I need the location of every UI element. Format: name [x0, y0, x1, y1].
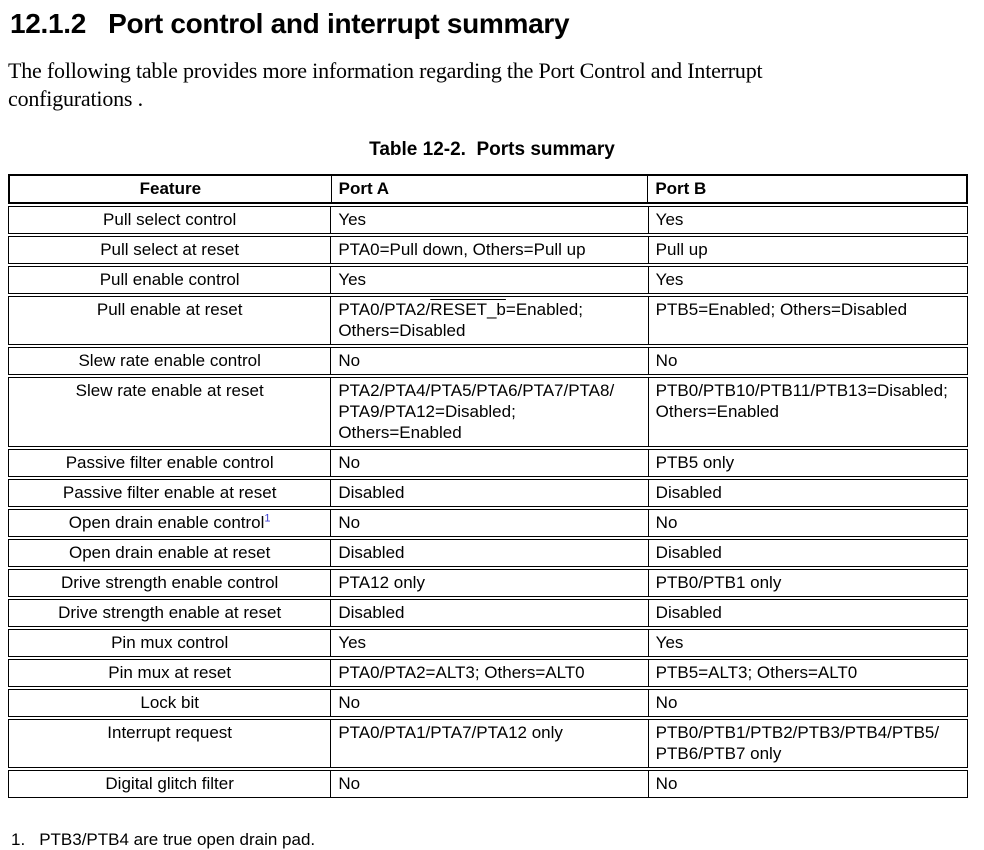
port-a-cell: PTA2/PTA4/PTA5/PTA6/PTA7/PTA8/ PTA9/PTA1…	[330, 378, 647, 446]
feature-cell: Pull enable at reset	[96, 300, 243, 319]
port-b-cell: Pull up	[647, 237, 967, 263]
table-row: Pin mux at reset PTA0/PTA2=ALT3; Others=…	[8, 659, 968, 687]
port-b-cell: Yes	[647, 207, 967, 233]
port-b-cell: No	[647, 348, 967, 374]
header-cell-port-b: Port B	[647, 176, 966, 202]
table-row: Pin mux control Yes Yes	[8, 629, 968, 657]
port-a-text: PTA0/PTA2/	[338, 300, 431, 319]
feature-cell: Interrupt request	[107, 723, 233, 742]
footnote-text: PTB3/PTB4 are true open drain pad.	[39, 830, 316, 849]
feature-cell: Pull select at reset	[100, 240, 240, 259]
table-row: Pull enable at reset PTA0/PTA2/RESET_b=E…	[8, 296, 968, 345]
feature-cell: Open drain enable control1	[9, 510, 330, 536]
footnote-ref-link[interactable]: 1	[264, 512, 271, 525]
port-b-cell: PTB5=Enabled; Others=Disabled	[647, 297, 967, 344]
feature-cell: Drive strength enable control	[60, 573, 279, 592]
port-a-cell: No	[330, 450, 647, 476]
feature-cell: Digital glitch filter	[105, 774, 234, 793]
table-row: Slew rate enable control No No	[8, 347, 968, 375]
port-a-text: =Enabled; Others=Disabled	[338, 300, 583, 340]
feature-cell: Pin mux at reset	[108, 663, 232, 682]
table-row: Pull select at reset PTA0=Pull down, Oth…	[8, 236, 968, 264]
port-b-cell: No	[647, 690, 967, 716]
table-row: Lock bit No No	[8, 689, 968, 717]
header-cell-port-a: Port A	[330, 176, 648, 202]
port-b-cell: Disabled	[647, 600, 967, 626]
feature-cell: Pull enable control	[99, 270, 240, 289]
port-a-cell: No	[330, 348, 647, 374]
feature-text: Open drain enable control	[68, 513, 265, 532]
port-a-cell: PTA0/PTA2/RESET_b=Enabled; Others=Disabl…	[330, 297, 647, 344]
port-b-cell: No	[647, 510, 967, 536]
section-title: Port control and interrupt summary	[108, 8, 570, 39]
table-row: Passive filter enable control No PTB5 on…	[8, 449, 968, 477]
reset-b-overline-text: RESET_b	[430, 300, 506, 319]
feature-cell: Passive filter enable at reset	[62, 483, 277, 502]
port-b-cell: Yes	[647, 630, 967, 656]
port-b-cell: Yes	[647, 267, 967, 293]
feature-cell: Passive filter enable control	[65, 453, 274, 472]
table-row: Pull enable control Yes Yes	[8, 266, 968, 294]
port-a-cell: PTA0/PTA1/PTA7/PTA12 only	[330, 720, 647, 767]
section-number: 12.1.2	[10, 8, 87, 39]
table-row: Digital glitch filter No No	[8, 770, 968, 798]
table-row: Slew rate enable at reset PTA2/PTA4/PTA5…	[8, 377, 968, 447]
port-a-cell: PTA12 only	[330, 570, 647, 596]
port-a-cell: PTA0/PTA2=ALT3; Others=ALT0	[330, 660, 647, 686]
port-b-cell: PTB5=ALT3; Others=ALT0	[647, 660, 967, 686]
port-b-cell: No	[647, 771, 967, 797]
table-caption: Table 12-2. Ports summary	[369, 139, 615, 160]
port-b-cell: Disabled	[647, 480, 967, 506]
table-row: Drive strength enable control PTA12 only…	[8, 569, 968, 597]
port-a-cell: No	[330, 771, 647, 797]
feature-cell: Pull select control	[103, 210, 237, 229]
feature-cell: Drive strength enable at reset	[58, 603, 282, 622]
port-a-cell: Yes	[330, 630, 647, 656]
table-header-row: Feature Port A Port B	[8, 174, 968, 204]
table-row: Open drain enable control1 No No	[8, 509, 968, 537]
port-b-cell: PTB0/PTB10/PTB11/PTB13=Disabled; Others=…	[647, 378, 967, 446]
port-b-cell: Disabled	[647, 540, 967, 566]
port-a-cell: PTA0=Pull down, Others=Pull up	[330, 237, 647, 263]
feature-cell: Lock bit	[140, 693, 199, 712]
feature-cell: Slew rate enable at reset	[75, 381, 264, 400]
table-row: Open drain enable at reset Disabled Disa…	[8, 539, 968, 567]
table-row: Pull select control Yes Yes	[8, 206, 968, 234]
feature-cell: Slew rate enable control	[78, 351, 261, 370]
port-a-cell: No	[330, 510, 647, 536]
header-cell-feature: Feature	[139, 179, 202, 198]
intro-paragraph: The following table provides more inform…	[8, 58, 763, 111]
port-b-cell: PTB5 only	[647, 450, 967, 476]
port-b-cell: PTB0/PTB1 only	[647, 570, 967, 596]
footnote: 1. PTB3/PTB4 are true open drain pad.	[11, 830, 976, 850]
port-a-cell: Disabled	[330, 600, 647, 626]
table-row: Passive filter enable at reset Disabled …	[8, 479, 968, 507]
ports-summary-table: Feature Port A Port B Pull select contro…	[8, 174, 968, 798]
port-a-cell: Yes	[330, 207, 647, 233]
port-a-cell: Yes	[330, 267, 647, 293]
port-a-cell: No	[330, 690, 647, 716]
feature-cell: Pin mux control	[111, 633, 229, 652]
port-a-cell: Disabled	[330, 480, 647, 506]
table-row: Drive strength enable at reset Disabled …	[8, 599, 968, 627]
table-row: Interrupt request PTA0/PTA1/PTA7/PTA12 o…	[8, 719, 968, 768]
section-heading: 12.1.2 Port control and interrupt summary	[10, 8, 976, 40]
feature-cell: Open drain enable at reset	[69, 543, 271, 562]
port-a-cell: Disabled	[330, 540, 647, 566]
footnote-number: 1.	[11, 830, 26, 849]
port-b-cell: PTB0/PTB1/PTB2/PTB3/PTB4/PTB5/ PTB6/PTB7…	[647, 720, 967, 767]
